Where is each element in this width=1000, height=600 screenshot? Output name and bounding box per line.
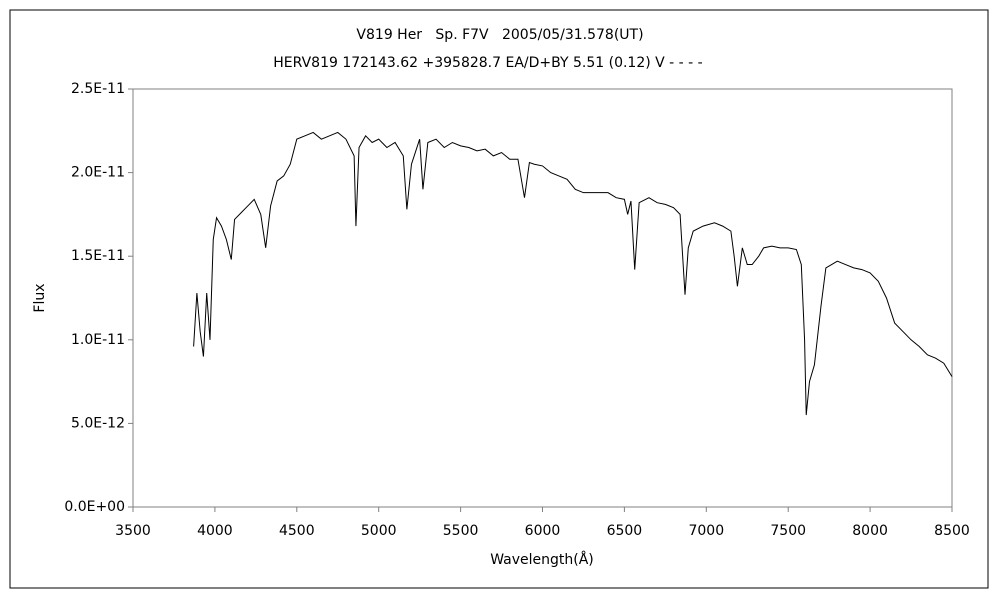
chart-subtitle: HERV819 172143.62 +395828.7 EA/D+BY 5.51… (273, 55, 702, 71)
y-tick-label: 5.0E-12 (71, 415, 125, 431)
x-tick-label: 5000 (361, 523, 397, 539)
chart-border (9, 9, 989, 589)
chart-title: V819 Her Sp. F7V 2005/05/31.578(UT) (356, 27, 643, 43)
y-tick-label: 2.0E-11 (71, 165, 125, 181)
x-axis-label: Wavelength(Å) (490, 551, 594, 568)
x-tick-label: 8500 (934, 523, 970, 539)
x-tick-label: 5500 (443, 523, 479, 539)
x-tick-label: 4500 (279, 523, 315, 539)
y-axis-label: Flux (32, 283, 48, 312)
y-tick-label: 2.5E-11 (71, 81, 125, 97)
x-tick-label: 6500 (607, 523, 643, 539)
x-tick-label: 6000 (525, 523, 561, 539)
y-tick-label: 0.0E+00 (64, 499, 125, 515)
x-tick-label: 4000 (197, 523, 233, 539)
spectrum-line (193, 131, 953, 416)
x-tick-label: 7500 (770, 523, 806, 539)
y-tick-label: 1.5E-11 (71, 248, 125, 264)
x-tick-label: 8000 (852, 523, 888, 539)
x-tick-label: 7000 (688, 523, 724, 539)
x-tick-label: 3500 (115, 523, 151, 539)
y-tick-label: 1.0E-11 (71, 332, 125, 348)
